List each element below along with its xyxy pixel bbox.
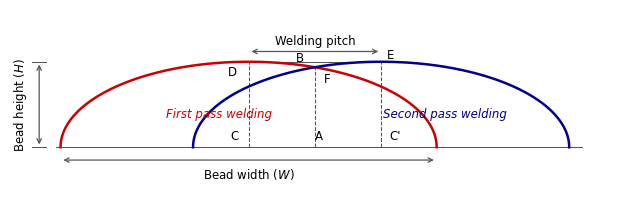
Text: C: C: [230, 130, 238, 142]
Text: F: F: [323, 72, 330, 85]
Text: First pass welding: First pass welding: [165, 107, 272, 120]
Text: B: B: [295, 52, 304, 64]
Text: C': C': [390, 130, 401, 142]
Text: Welding pitch: Welding pitch: [275, 35, 355, 48]
Text: A: A: [315, 130, 323, 142]
Text: D: D: [228, 66, 238, 79]
Text: E: E: [387, 49, 394, 62]
Text: Second pass welding: Second pass welding: [384, 107, 507, 120]
Text: Bead height ($H$): Bead height ($H$): [12, 58, 29, 152]
Text: Bead width ($W$): Bead width ($W$): [203, 166, 294, 181]
